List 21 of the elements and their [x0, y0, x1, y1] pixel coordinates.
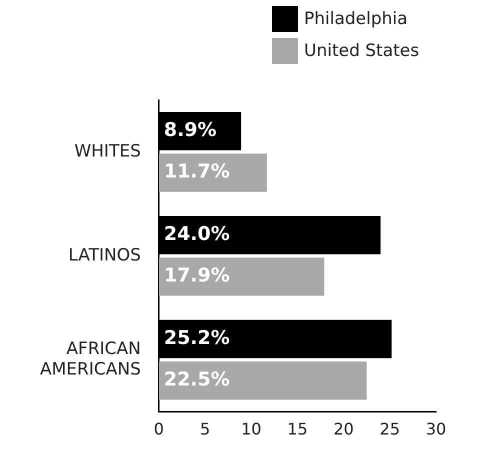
data-label: 24.0%: [164, 223, 230, 246]
data-label: 25.2%: [164, 326, 230, 349]
x-tick-label: 25: [380, 420, 400, 439]
y-tick-label: WHITES: [74, 141, 141, 162]
x-tick-label: 0: [154, 420, 164, 439]
legend-label: Philadelphia: [304, 9, 408, 29]
x-tick-label: 5: [200, 420, 210, 439]
y-tick-label: LATINOS: [68, 245, 141, 266]
bar: [158, 258, 324, 296]
data-label: 8.9%: [164, 119, 217, 142]
data-label: 22.5%: [164, 368, 230, 391]
data-label: 17.9%: [164, 264, 230, 287]
legend-label: United States: [304, 41, 420, 61]
x-tick-label: 30: [426, 420, 446, 439]
bar: [158, 361, 367, 400]
y-tick-label: AFRICAN AMERICANS: [40, 339, 141, 380]
x-tick-label: 20: [333, 420, 354, 439]
x-tick-label: 10: [241, 420, 262, 439]
bar: [158, 154, 267, 192]
data-label: 11.7%: [164, 160, 230, 183]
x-tick-label: 15: [287, 420, 308, 439]
